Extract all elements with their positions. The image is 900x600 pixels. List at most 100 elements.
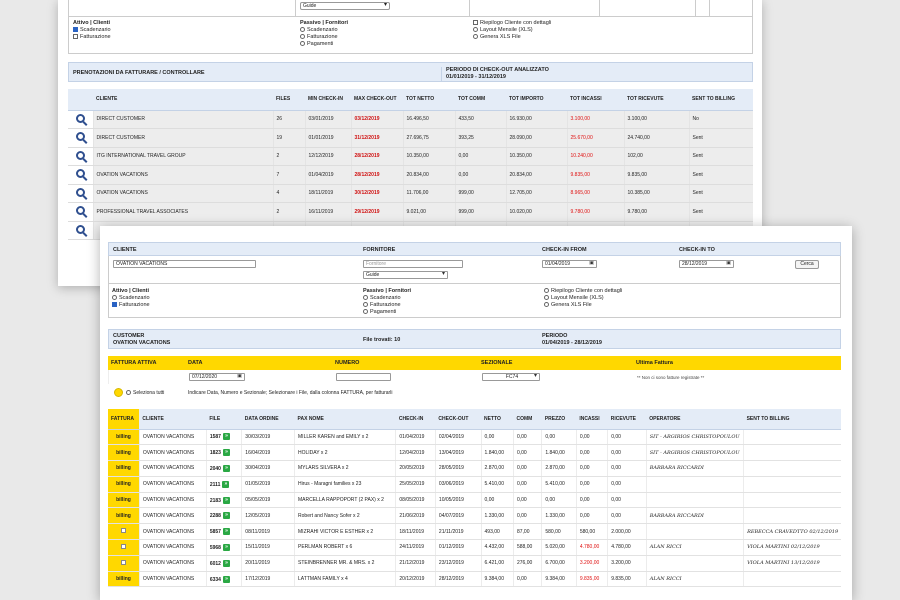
checkin-to-input[interactable]: 28/12/2019: [679, 260, 734, 268]
fattura-cell[interactable]: billing: [108, 476, 140, 493]
report-option-riepilogo[interactable]: Riepilogo Cliente con dettagli: [544, 288, 622, 295]
file-number[interactable]: 5857: [209, 529, 221, 535]
table-row[interactable]: PROFESSIONAL TRAVEL ASSOCIATES 2 16/11/201…: [68, 202, 753, 222]
select-checkbox[interactable]: [120, 528, 126, 534]
zoom-cell[interactable]: [68, 128, 93, 148]
file-cell[interactable]: 2183»: [205, 492, 242, 509]
fattura-cell[interactable]: [108, 555, 140, 572]
zoom-icon[interactable]: [75, 224, 85, 234]
seleziona-tutti[interactable]: Seleziona tutti: [126, 390, 164, 396]
zoom-icon[interactable]: [75, 150, 85, 160]
file-cell[interactable]: 6334»: [205, 571, 242, 588]
file-number[interactable]: 1823: [209, 450, 221, 457]
cerca-button[interactable]: Cerca: [795, 260, 819, 269]
table-row[interactable]: DIRECT CUSTOMER 26 03/01/2019 03/12/2019 16.…: [68, 110, 753, 129]
table-row[interactable]: billing OVATION VACATIONS 2040» 30/04/2019 M…: [108, 460, 841, 477]
open-file-icon[interactable]: »: [222, 543, 230, 551]
table-row[interactable]: OVATION VACATIONS 6012» 20/11/2019 STEINBRE…: [108, 555, 841, 572]
checkbox[interactable]: [73, 34, 78, 39]
open-file-icon[interactable]: »: [222, 433, 230, 441]
table-row[interactable]: billing OVATION VACATIONS 1587» 30/03/2019 M…: [108, 429, 841, 446]
sezionale-select[interactable]: FC74: [482, 373, 540, 381]
file-number[interactable]: 2040: [209, 465, 221, 472]
file-cell[interactable]: 5968»: [205, 539, 242, 556]
select-all-icon[interactable]: [114, 388, 123, 397]
fattura-numero-input[interactable]: [336, 373, 391, 381]
open-file-icon[interactable]: »: [222, 575, 230, 583]
file-cell[interactable]: 2288»: [205, 507, 242, 525]
fattura-cell[interactable]: billing: [108, 492, 140, 509]
zoom-icon[interactable]: [75, 187, 85, 197]
file-number[interactable]: 1587: [209, 434, 221, 441]
file-cell[interactable]: 6012»: [205, 555, 242, 572]
file-cell[interactable]: 5857»: [205, 523, 242, 541]
passivo-pagamenti-option[interactable]: Pagamenti: [300, 41, 348, 48]
open-file-icon[interactable]: »: [222, 512, 230, 520]
table-row[interactable]: ITG INTERNATIONAL TRAVEL GROUP 2 12/12/201…: [68, 147, 753, 166]
fattura-cell[interactable]: billing: [108, 460, 140, 477]
zoom-cell[interactable]: [68, 202, 93, 222]
fattura-cell[interactable]: billing: [108, 507, 140, 525]
table-row[interactable]: OVATION VACATIONS 7 01/04/2019 28/12/2019 20…: [68, 165, 753, 185]
attivo-scadenzario-option[interactable]: Scadenzario: [112, 295, 150, 302]
file-cell[interactable]: 1823»: [205, 444, 242, 462]
zoom-icon[interactable]: [75, 206, 85, 216]
fattura-cell[interactable]: [108, 523, 140, 541]
zoom-cell[interactable]: [68, 184, 93, 203]
zoom-icon[interactable]: [75, 132, 85, 142]
file-number[interactable]: 2111: [209, 481, 221, 488]
table-row[interactable]: OVATION VACATIONS 5857» 08/11/2019 MIZRAHI …: [108, 523, 841, 541]
file-cell[interactable]: 2040»: [205, 460, 242, 477]
attivo-scadenzario-option[interactable]: Scadenzario: [73, 27, 111, 34]
file-number[interactable]: 2183: [209, 497, 221, 504]
passivo-scadenzario-option[interactable]: Scadenzario: [300, 27, 348, 34]
zoom-cell[interactable]: [68, 221, 93, 240]
fattura-cell[interactable]: billing: [108, 429, 140, 446]
attivo-fatturazione-option[interactable]: Fatturazione: [73, 34, 111, 41]
open-file-icon[interactable]: »: [222, 480, 230, 488]
file-number[interactable]: 2288: [209, 513, 221, 520]
zoom-cell[interactable]: [68, 165, 93, 185]
checkin-from-input[interactable]: 01/04/2019: [542, 260, 597, 268]
checkbox[interactable]: [73, 27, 78, 32]
zoom-icon[interactable]: [75, 113, 85, 123]
file-cell[interactable]: 1587»: [205, 429, 242, 446]
fattura-cell[interactable]: billing: [108, 571, 140, 588]
open-file-icon[interactable]: »: [222, 559, 230, 567]
passivo-scadenzario-option[interactable]: Scadenzario: [363, 295, 411, 302]
report-option-xls[interactable]: Genera XLS File: [544, 302, 622, 309]
report-option-layout[interactable]: Layout Mensile (XLS): [544, 295, 622, 302]
table-row[interactable]: billing OVATION VACATIONS 2111» 01/05/2019 H…: [108, 476, 841, 493]
guide-select[interactable]: Guide: [363, 271, 448, 279]
table-row[interactable]: OVATION VACATIONS 4 18/11/2019 30/12/2019 11…: [68, 184, 753, 203]
file-cell[interactable]: 2111»: [205, 476, 242, 493]
table-row[interactable]: billing OVATION VACATIONS 6334» 17/12/2019 L…: [108, 571, 841, 588]
file-number[interactable]: 6334: [209, 576, 221, 583]
table-row[interactable]: billing OVATION VACATIONS 2183» 05/05/2019 M…: [108, 492, 841, 509]
open-file-icon[interactable]: »: [222, 528, 230, 536]
file-number[interactable]: 6012: [209, 560, 221, 567]
passivo-pagamenti-option[interactable]: Pagamenti: [363, 309, 411, 316]
passivo-fatturazione-option[interactable]: Fatturazione: [363, 302, 411, 309]
table-row[interactable]: DIRECT CUSTOMER 19 01/01/2019 31/12/2019 27.…: [68, 128, 753, 148]
table-row[interactable]: billing OVATION VACATIONS 1823» 16/04/2019 H…: [108, 444, 841, 462]
fattura-data-input[interactable]: 07/12/2020: [189, 373, 245, 381]
table-row[interactable]: OVATION VACATIONS 5968» 15/11/2019 PERLMAN …: [108, 539, 841, 556]
fornitore-input[interactable]: Fornitore: [363, 260, 463, 268]
guide-select[interactable]: Guide: [300, 2, 390, 10]
file-number[interactable]: 5968: [209, 544, 221, 551]
report-option-riepilogo[interactable]: Riepilogo Cliente con dettagli: [473, 20, 551, 27]
attivo-fatturazione-option[interactable]: Fatturazione: [112, 302, 150, 309]
report-option-xls[interactable]: Genera XLS File: [473, 34, 551, 41]
open-file-icon[interactable]: »: [222, 449, 230, 457]
report-option-layout[interactable]: Layout Mensile (XLS): [473, 27, 551, 34]
zoom-cell[interactable]: [68, 147, 93, 166]
table-row[interactable]: billing OVATION VACATIONS 2288» 12/05/2019 R…: [108, 507, 841, 525]
passivo-fatturazione-option[interactable]: Fatturazione: [300, 34, 348, 41]
select-checkbox[interactable]: [120, 559, 126, 565]
open-file-icon[interactable]: »: [222, 496, 230, 504]
zoom-icon[interactable]: [75, 169, 85, 179]
fattura-cell[interactable]: [108, 539, 140, 556]
cliente-input[interactable]: OVATION VACATIONS: [113, 260, 256, 268]
select-checkbox[interactable]: [120, 543, 126, 549]
